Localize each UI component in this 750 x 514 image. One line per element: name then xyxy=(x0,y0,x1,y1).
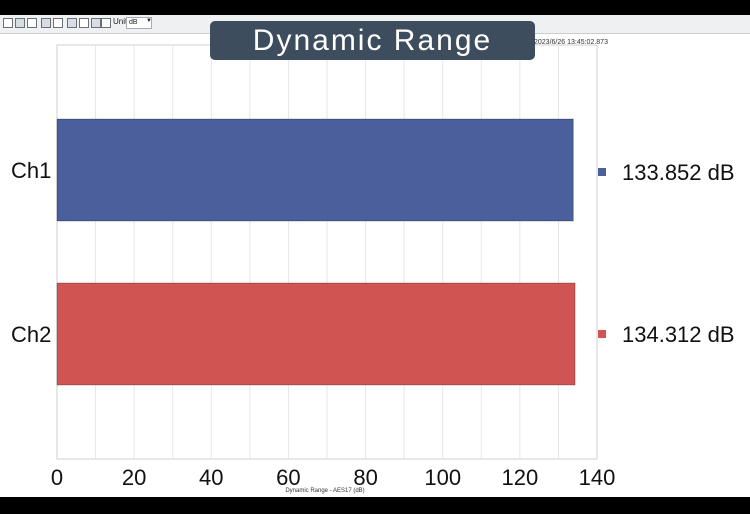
category-label-ch2: Ch2 xyxy=(11,322,51,347)
settings-icon[interactable] xyxy=(101,18,111,28)
text-icon[interactable] xyxy=(91,18,101,28)
analyzer-window: Unit dB ▼ 2023/6/26 13:45:02.873 Ch1 Ch2 … xyxy=(0,15,750,497)
bottom-border xyxy=(0,497,750,514)
category-label-ch1: Ch1 xyxy=(11,158,51,183)
zoom-y-icon[interactable] xyxy=(27,18,37,28)
x-axis-title: Dynamic Range - AES17 (dB) xyxy=(285,488,365,494)
x-tick-label: 140 xyxy=(579,465,616,490)
top-border xyxy=(0,0,750,15)
x-tick-label: 60 xyxy=(276,465,300,490)
x-tick-label: 20 xyxy=(122,465,146,490)
x-tick-label: 80 xyxy=(353,465,377,490)
chevron-down-icon[interactable]: ▼ xyxy=(146,18,152,24)
bar-ch1 xyxy=(56,118,574,222)
value-label-ch1: 133.852 dB xyxy=(622,160,735,185)
bar-ch2 xyxy=(56,282,576,386)
unit-value: dB xyxy=(129,19,138,26)
cursor-icon[interactable] xyxy=(53,18,63,28)
x-tick-label: 40 xyxy=(199,465,223,490)
legend-swatch-ch1 xyxy=(598,168,606,176)
zoom-x-icon[interactable] xyxy=(15,18,25,28)
x-tick-label: 0 xyxy=(51,465,63,490)
value-label-ch2: 134.312 dB xyxy=(622,322,735,347)
x-tick-label: 120 xyxy=(501,465,538,490)
zoom-fit-icon[interactable] xyxy=(3,18,13,28)
legend-toggle-icon[interactable] xyxy=(79,18,89,28)
timestamp: 2023/6/26 13:45:02.873 xyxy=(534,39,608,46)
pan-icon[interactable] xyxy=(41,18,51,28)
unit-label: Unit xyxy=(113,17,128,26)
dynamic-range-chart: Ch1 Ch2 0 20 40 60 80 100 120 140 xyxy=(11,44,616,490)
legend-swatch-ch2 xyxy=(598,330,606,338)
unit-select[interactable]: dB xyxy=(126,17,152,29)
table-view-icon[interactable] xyxy=(67,18,77,28)
chart-title: Dynamic Range xyxy=(210,21,535,60)
x-tick-label: 100 xyxy=(424,465,461,490)
